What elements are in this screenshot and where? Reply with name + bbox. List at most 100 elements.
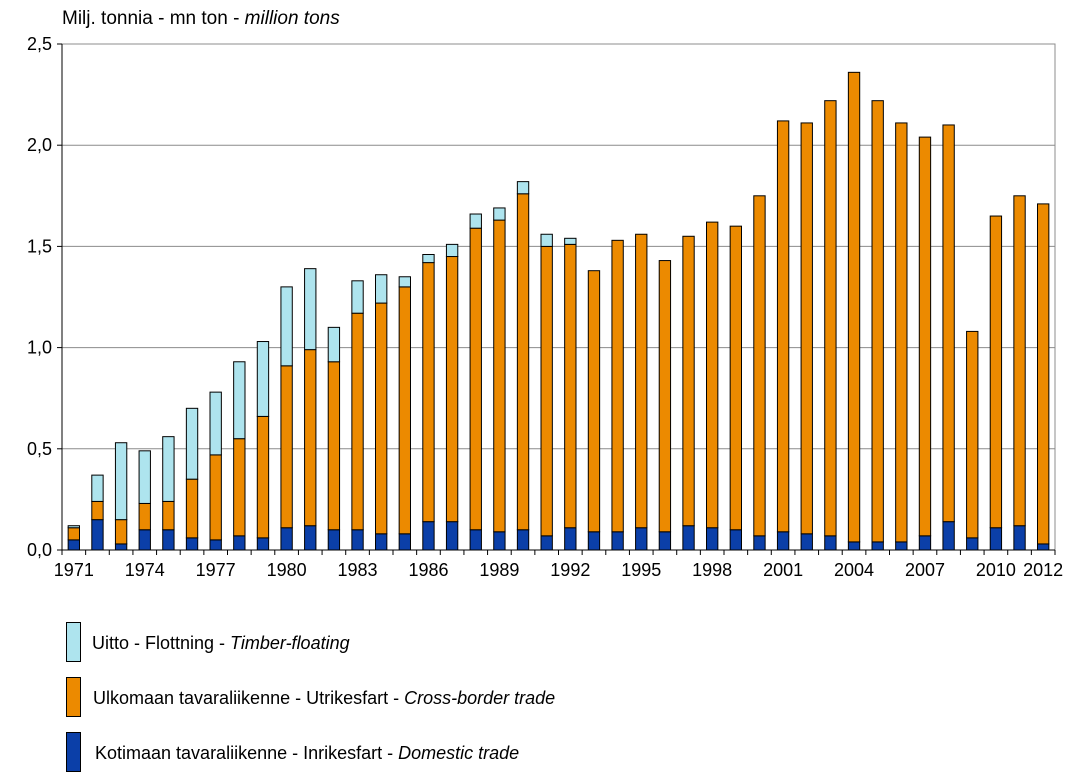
bar-cross-border-trade-2008 — [942, 124, 955, 523]
bar-stack-2009 — [966, 330, 979, 551]
bar-domestic-trade-2011 — [1013, 525, 1026, 551]
bar-cross-border-trade-1997 — [682, 235, 695, 527]
x-tick-label: 1995 — [621, 560, 661, 580]
bar-domestic-trade-1984 — [375, 533, 388, 551]
bar-cross-border-trade-1984 — [375, 302, 388, 535]
bar-stack-2003 — [824, 100, 837, 551]
bar-cross-border-trade-1998 — [706, 221, 719, 529]
bar-stack-1998 — [706, 221, 719, 551]
bar-timber-floating-1972 — [91, 474, 104, 502]
bar-domestic-trade-1979 — [256, 537, 270, 551]
y-tick-label: 1,0 — [27, 338, 52, 358]
bar-timber-floating-1984 — [375, 274, 388, 304]
bar-cross-border-trade-1980 — [280, 365, 293, 529]
bar-domestic-trade-1989 — [493, 531, 506, 551]
bar-cross-border-trade-1990 — [516, 193, 530, 531]
unit-label: Milj. tonnia - mn ton - million tons — [62, 8, 340, 30]
bar-timber-floating-1978 — [233, 361, 246, 440]
bar-domestic-trade-1994 — [611, 531, 624, 551]
bar-domestic-trade-1985 — [398, 533, 411, 551]
unit-label-main: Milj. tonnia - mn ton - — [62, 8, 245, 29]
x-tick-label: 2007 — [905, 560, 945, 580]
bar-cross-border-trade-1992 — [564, 243, 577, 529]
bar-stack-1975 — [162, 436, 175, 551]
bar-stack-2002 — [800, 122, 813, 551]
bar-stack-2006 — [895, 122, 908, 551]
unit-label-italic: million tons — [244, 8, 340, 29]
bar-cross-border-trade-1983 — [351, 312, 364, 531]
bar-cross-border-trade-1979 — [256, 415, 270, 539]
bar-stack-1993 — [587, 270, 601, 551]
bar-stack-1987 — [445, 243, 459, 551]
bar-domestic-trade-1975 — [162, 529, 175, 551]
bar-cross-border-trade-1993 — [587, 270, 601, 533]
bar-domestic-trade-1981 — [304, 525, 317, 551]
bar-cross-border-trade-2004 — [847, 71, 861, 543]
bar-cross-border-trade-1974 — [138, 502, 151, 531]
x-tick-labels: 1971 1974 1977 1980 1983 1986 1989 1992 1995 1998… — [54, 550, 1063, 580]
bar-stack-1992 — [564, 237, 577, 551]
bar-cross-border-trade-2011 — [1013, 195, 1026, 527]
bar-domestic-trade-1992 — [564, 527, 577, 551]
bar-domestic-trade-2002 — [800, 533, 813, 551]
bar-stack-2008 — [942, 124, 955, 551]
y-tick-label: 0,0 — [27, 540, 52, 560]
x-tick-label: 1977 — [196, 560, 236, 580]
bar-stack-2012 — [1037, 203, 1050, 551]
y-tick-label: 2,5 — [27, 34, 52, 54]
bar-stack-1983 — [351, 280, 364, 551]
x-tick-label: 2010 — [976, 560, 1016, 580]
bar-stack-1994 — [611, 239, 624, 551]
bar-domestic-trade-2012 — [1037, 543, 1050, 551]
bar-stack-2004 — [847, 71, 861, 551]
bar-domestic-trade-1990 — [516, 529, 530, 551]
bar-stack-2000 — [753, 195, 766, 551]
x-tick-label: 1986 — [408, 560, 448, 580]
bar-stack-2007 — [918, 136, 932, 551]
bar-cross-border-trade-2003 — [824, 100, 837, 537]
x-tick-label: 1983 — [338, 560, 378, 580]
x-tick-label: 1980 — [267, 560, 307, 580]
bar-domestic-trade-1977 — [209, 539, 222, 551]
bar-domestic-trade-1976 — [185, 537, 199, 551]
bar-timber-floating-1991 — [540, 233, 553, 247]
bar-domestic-trade-2009 — [966, 537, 979, 551]
bar-stack-1971 — [67, 525, 80, 551]
bars — [67, 71, 1050, 551]
bar-stack-2005 — [871, 100, 884, 551]
bar-cross-border-trade-1987 — [445, 256, 459, 523]
bar-stack-1985 — [398, 276, 411, 551]
bar-cross-border-trade-1996 — [658, 260, 672, 533]
bar-timber-floating-1974 — [138, 450, 151, 504]
bar-stack-1990 — [516, 181, 530, 551]
bar-domestic-trade-1999 — [729, 529, 742, 551]
bar-cross-border-trade-2012 — [1037, 203, 1050, 545]
bar-timber-floating-1992 — [564, 237, 577, 245]
x-tick-label: 2004 — [834, 560, 874, 580]
bar-domestic-trade-1995 — [635, 527, 648, 551]
bar-stack-1988 — [469, 213, 482, 551]
bar-stack-1997 — [682, 235, 695, 551]
x-tick-label: 2012 — [1023, 560, 1063, 580]
bar-domestic-trade-1972 — [91, 519, 104, 551]
bar-domestic-trade-2007 — [918, 535, 932, 551]
bar-domestic-trade-2000 — [753, 535, 766, 551]
bar-stack-1978 — [233, 361, 246, 551]
bar-cross-border-trade-1989 — [493, 219, 506, 533]
bar-domestic-trade-2001 — [776, 531, 790, 551]
bar-stack-1981 — [304, 268, 317, 551]
stacked-bar-chart: 0,00,51,01,52,02,5 1971 1974 1977 1980 1983 1… — [27, 34, 1063, 580]
bar-domestic-trade-1980 — [280, 527, 293, 551]
bar-stack-1986 — [422, 253, 435, 551]
bar-stack-1974 — [138, 450, 151, 551]
bar-domestic-trade-1988 — [469, 529, 482, 551]
bar-stack-1995 — [635, 233, 648, 551]
legend-swatch-domestic-trade — [66, 732, 81, 772]
bar-cross-border-trade-1978 — [233, 438, 246, 537]
bar-timber-floating-1979 — [256, 341, 270, 417]
x-tick-label: 1974 — [125, 560, 165, 580]
bar-cross-border-trade-1986 — [422, 262, 435, 523]
bar-timber-floating-1985 — [398, 276, 411, 288]
bar-timber-floating-1983 — [351, 280, 364, 314]
bar-domestic-trade-2003 — [824, 535, 837, 551]
